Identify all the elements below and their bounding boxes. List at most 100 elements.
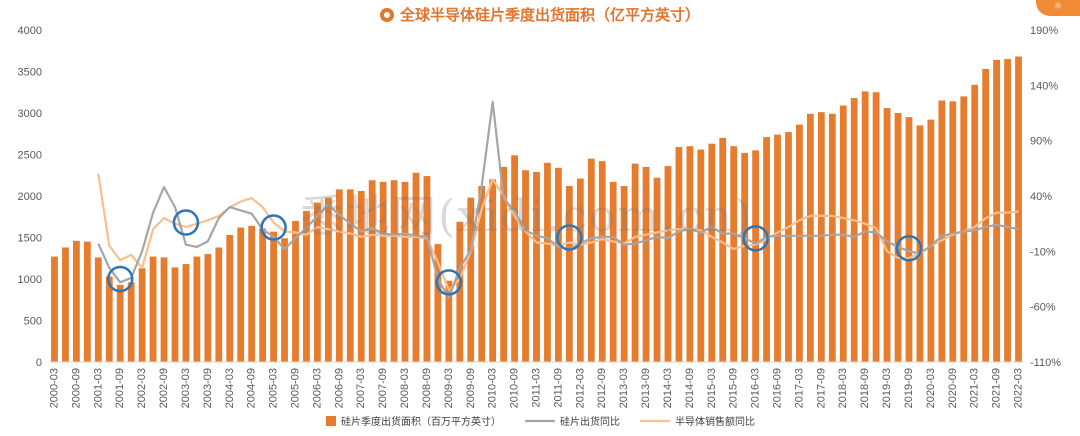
y-tick-label: 2000 (18, 191, 42, 203)
bar (653, 177, 661, 362)
bar (357, 191, 365, 362)
highlight-circle (260, 214, 287, 241)
bar (982, 69, 990, 362)
bar (741, 152, 749, 362)
bar (927, 119, 935, 362)
x-tick-label: 2008-09 (421, 368, 433, 408)
bar (620, 186, 628, 362)
x-tick-label: 2004-03 (224, 368, 236, 408)
x-tick-label: 2021-03 (969, 368, 981, 408)
bar (193, 256, 201, 362)
x-tick-label: 2018-03 (837, 368, 849, 408)
chart-title-row: 全球半导体硅片季度出货面积（亿平方英寸） (0, 4, 1080, 25)
x-tick-label: 2001-09 (114, 368, 126, 408)
bar (576, 178, 584, 362)
bar (83, 241, 91, 362)
bar (1015, 56, 1022, 363)
highlight-circle (556, 224, 583, 251)
x-tick-label: 2018-09 (859, 368, 871, 408)
bar (817, 112, 825, 362)
watermark: 悉地网(xidi.com.cn) (300, 191, 754, 242)
x-tick-label: 2008-03 (399, 368, 411, 408)
x-tick-label: 2022-03 (1013, 368, 1025, 408)
x-tick-label: 2021-09 (991, 368, 1003, 408)
y-axis-left: 0 500 1000 1500 2000 2500 3000 3500 4000 (18, 25, 42, 369)
bar (171, 267, 179, 362)
x-tick-label: 2000-09 (70, 368, 82, 408)
bar (949, 101, 957, 362)
target-icon (379, 8, 394, 22)
bar (226, 235, 234, 362)
bar (1004, 59, 1011, 363)
x-tick-label: 2005-03 (268, 368, 280, 408)
x-tick-label: 2014-03 (662, 368, 674, 408)
y-tick-label: 1500 (18, 233, 42, 245)
y-tick-label: 4000 (18, 25, 42, 37)
highlight-circle (106, 265, 134, 293)
bar (467, 197, 475, 362)
bar (292, 220, 299, 362)
bar (379, 181, 387, 362)
x-tick-label: 2009-09 (465, 368, 477, 408)
lightbulb-icon[interactable]: ☼ (1036, 0, 1080, 16)
y-tick-label: 0 (36, 357, 42, 369)
bar (587, 158, 595, 362)
bar (971, 84, 979, 362)
x-tick-label: 2006-09 (333, 368, 345, 408)
bar (324, 197, 332, 362)
bar (368, 180, 376, 362)
bar (314, 202, 321, 362)
y-tick-label: 3500 (18, 67, 42, 79)
bar (303, 210, 310, 362)
bar (730, 146, 738, 362)
bar (522, 170, 529, 362)
y-tick-label: 3000 (18, 108, 42, 120)
bar (861, 91, 869, 363)
chart-title: 全球半导体硅片季度出货面积（亿平方英寸） (399, 6, 700, 24)
bar (905, 117, 913, 363)
x-tick-label: 2007-03 (355, 368, 367, 408)
legend-swatch-bars (326, 416, 336, 426)
y2-tick-label: -60% (1030, 302, 1056, 314)
x-tick-label: 2004-09 (246, 368, 258, 408)
y-axis-right: -110% -60% -10% 40% 90% 140% 190% (1030, 25, 1061, 369)
highlight-circle (172, 209, 200, 236)
x-tick-label: 2011-03 (531, 368, 543, 408)
bar (138, 268, 146, 362)
x-tick-label: 2015-03 (706, 368, 718, 408)
y2-tick-label: 90% (1030, 136, 1052, 148)
x-tick-label: 2013-09 (640, 368, 652, 408)
bar (763, 137, 770, 362)
x-tick-label: 2017-03 (793, 368, 805, 408)
x-tick-label: 2010-09 (509, 368, 521, 408)
bar (281, 238, 288, 362)
bar (565, 186, 573, 362)
bar (544, 162, 551, 362)
bar (478, 186, 486, 362)
bar (806, 113, 814, 362)
bar (511, 155, 518, 362)
x-tick-label: 2012-09 (596, 368, 608, 408)
x-axis: 2000-03 2000-09 2001-03 2001-09 2002-03 2002-… (48, 368, 1024, 408)
x-tick-label: 2005-09 (289, 368, 301, 408)
bar (248, 225, 256, 362)
y-tick-label: 1000 (18, 274, 42, 286)
bar (993, 59, 1001, 362)
bar (335, 189, 343, 362)
bar (182, 264, 190, 362)
bar (774, 134, 781, 362)
bar (785, 132, 792, 362)
x-tick-label: 2014-09 (684, 368, 696, 408)
x-tick-label: 2003-03 (180, 368, 192, 408)
legend-label: 硅片季度出货面积（百万平方英寸） (341, 415, 501, 428)
x-tick-label: 2012-03 (574, 368, 586, 408)
bar (94, 257, 102, 362)
bar (51, 256, 58, 362)
bar (664, 166, 672, 362)
legend: 硅片季度出货面积（百万平方英寸） 硅片出货同比 半导体销售额同比 (326, 415, 755, 428)
bar (423, 176, 431, 362)
shipment-yoy-line (97, 100, 1019, 299)
x-tick-label: 2009-03 (443, 368, 455, 408)
bar (160, 257, 168, 362)
